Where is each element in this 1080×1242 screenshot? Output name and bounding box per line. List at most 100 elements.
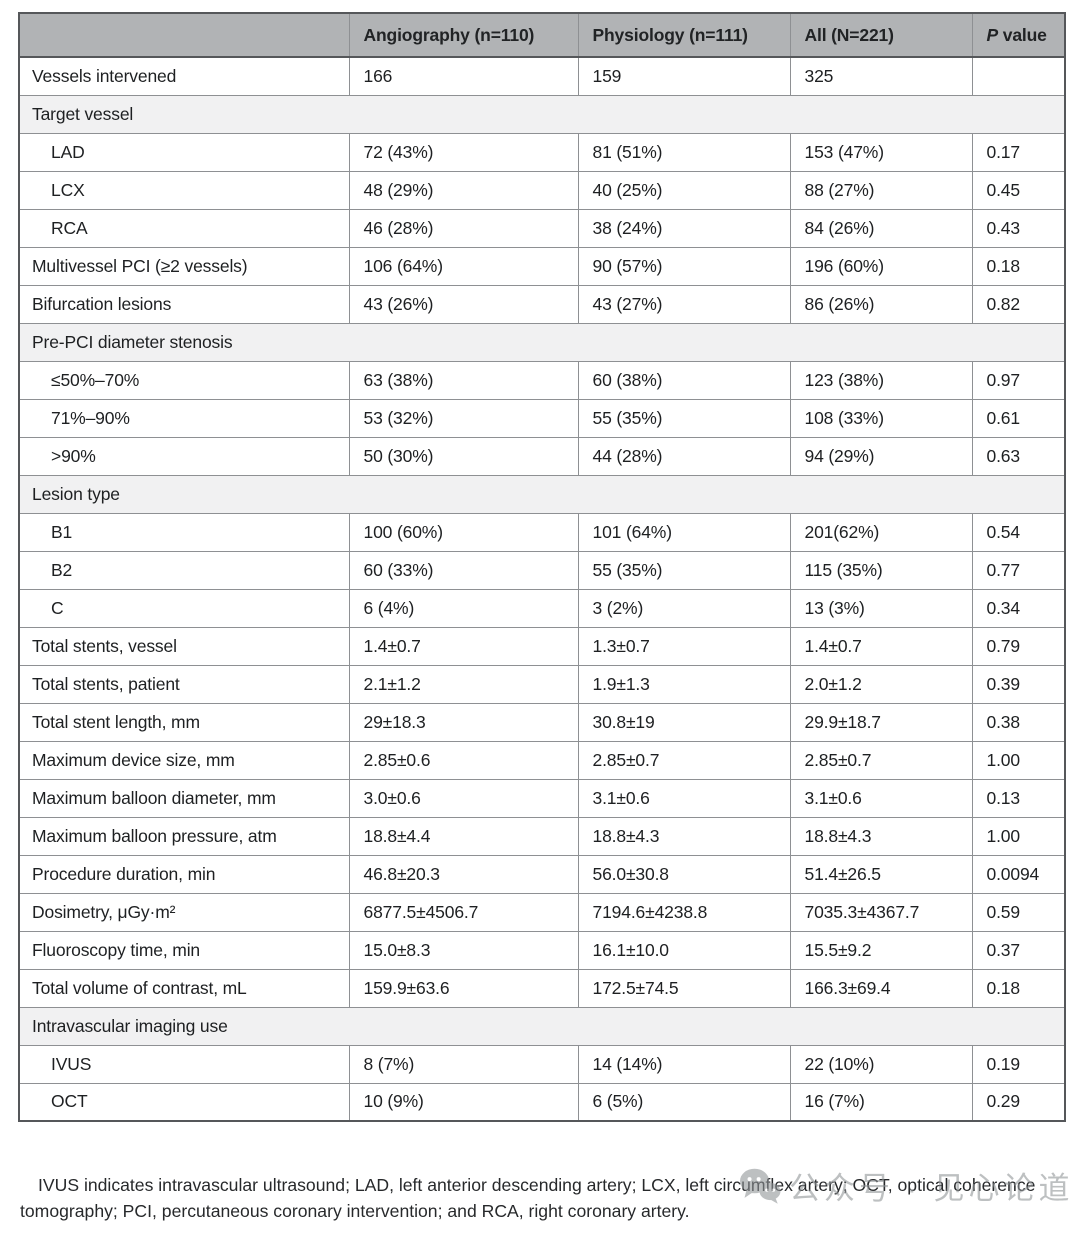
cell-value: 2.85±0.7 [789,740,973,780]
table-row: Fluoroscopy time, min 15.0±8.3 16.1±10.0 15… [18,930,1066,970]
cell-value: 29.9±18.7 [789,702,973,742]
cell-value: 18.8±4.4 [348,816,579,856]
cell-value: 46.8±20.3 [348,854,579,894]
row-label: RCA [18,208,350,248]
cell-value: 101 (64%) [577,512,791,552]
cell-value: 1.00 [971,740,1066,780]
cell-value: 13 (3%) [789,588,973,628]
cell-value: 0.18 [971,968,1066,1008]
table-row: Bifurcation lesions 43 (26%) 43 (27%) 86 (2… [18,284,1066,324]
table-row: Vessels intervened 166 159 325 [18,56,1066,96]
cell-value: 1.3±0.7 [577,626,791,666]
row-label: ≤50%–70% [18,360,350,400]
cell-value: 81 (51%) [577,132,791,172]
cell-value: 100 (60%) [348,512,579,552]
section-header: Lesion type [18,474,1066,514]
table-row: Maximum balloon pressure, atm 18.8±4.4 18.… [18,816,1066,856]
table-row: Maximum device size, mm 2.85±0.6 2.85±0.7 2… [18,740,1066,780]
cell-value: 1.00 [971,816,1066,856]
cell-value: 0.17 [971,132,1066,172]
row-label: Total stents, vessel [18,626,350,666]
cell-value: 55 (35%) [577,550,791,590]
cell-value: 0.39 [971,664,1066,704]
cell-value: 7194.6±4238.8 [577,892,791,932]
row-label: Bifurcation lesions [18,284,350,324]
cell-value: 6877.5±4506.7 [348,892,579,932]
cell-value: 50 (30%) [348,436,579,476]
cell-value: 2.0±1.2 [789,664,973,704]
table-row: LCX 48 (29%) 40 (25%) 88 (27%) 0.45 [18,170,1066,210]
cell-value: 0.19 [971,1044,1066,1084]
row-label: B2 [18,550,350,590]
table-row: Total volume of contrast, mL 159.9±63.6 17… [18,968,1066,1008]
cell-value: 2.85±0.7 [577,740,791,780]
cell-value: 2.85±0.6 [348,740,579,780]
cell-value: 18.8±4.3 [789,816,973,856]
row-label: Multivessel PCI (≥2 vessels) [18,246,350,286]
cell-value: 166 [348,56,579,96]
cell-value: 0.13 [971,778,1066,818]
row-label: 71%–90% [18,398,350,438]
cell-value: 159 [577,56,791,96]
cell-value: 86 (26%) [789,284,973,324]
cell-value: 8 (7%) [348,1044,579,1084]
cell-value: 325 [789,56,973,96]
table-row: Total stent length, mm 29±18.3 30.8±19 29.9… [18,702,1066,742]
section-row: Lesion type [18,474,1066,514]
cell-value: 153 (47%) [789,132,973,172]
row-label: Maximum balloon pressure, atm [18,816,350,856]
cell-value: 0.77 [971,550,1066,590]
column-header: All (N=221) [789,12,973,58]
cell-value: 43 (27%) [577,284,791,324]
cell-value: 0.54 [971,512,1066,552]
cell-value: 88 (27%) [789,170,973,210]
cell-value: 0.43 [971,208,1066,248]
cell-value: 6 (5%) [577,1082,791,1122]
cell-value: 0.37 [971,930,1066,970]
table-row: >90% 50 (30%) 44 (28%) 94 (29%) 0.63 [18,436,1066,476]
table-row: 71%–90% 53 (32%) 55 (35%) 108 (33%) 0.61 [18,398,1066,438]
column-header: Angiography (n=110) [348,12,579,58]
cell-value: 46 (28%) [348,208,579,248]
row-label: OCT [18,1082,350,1122]
cell-value: 38 (24%) [577,208,791,248]
row-label: B1 [18,512,350,552]
column-header: Physiology (n=111) [577,12,791,58]
section-header: Intravascular imaging use [18,1006,1066,1046]
cell-value: 2.1±1.2 [348,664,579,704]
cell-value: 53 (32%) [348,398,579,438]
cell-value: 123 (38%) [789,360,973,400]
cell-value: 16.1±10.0 [577,930,791,970]
row-label: Fluoroscopy time, min [18,930,350,970]
cell-value: 1.4±0.7 [348,626,579,666]
cell-value: 94 (29%) [789,436,973,476]
cell-value: 14 (14%) [577,1044,791,1084]
cell-value: 0.61 [971,398,1066,438]
cell-value: 0.34 [971,588,1066,628]
cell-value: 115 (35%) [789,550,973,590]
section-header: Target vessel [18,94,1066,134]
baseline-characteristics-table: Angiography (n=110) Physiology (n=111) All… [18,12,1066,1122]
cell-value: 51.4±26.5 [789,854,973,894]
cell-value: 10 (9%) [348,1082,579,1122]
cell-value: 43 (26%) [348,284,579,324]
cell-value: 108 (33%) [789,398,973,438]
cell-value: 60 (38%) [577,360,791,400]
column-header: P value [971,12,1066,58]
table-row: LAD 72 (43%) 81 (51%) 153 (47%) 0.17 [18,132,1066,172]
cell-value: 15.5±9.2 [789,930,973,970]
cell-value: 0.18 [971,246,1066,286]
cell-value: 3.1±0.6 [789,778,973,818]
row-label: IVUS [18,1044,350,1084]
table-row: IVUS 8 (7%) 14 (14%) 22 (10%) 0.19 [18,1044,1066,1084]
cell-value: 44 (28%) [577,436,791,476]
corner-cell [18,12,350,58]
cell-value: 0.0094 [971,854,1066,894]
table-row: Multivessel PCI (≥2 vessels) 106 (64%) 90 … [18,246,1066,286]
row-label: Procedure duration, min [18,854,350,894]
table-row: Total stents, patient 2.1±1.2 1.9±1.3 2.0±1… [18,664,1066,704]
cell-value: 72 (43%) [348,132,579,172]
header-row: Angiography (n=110) Physiology (n=111) All… [18,12,1066,58]
cell-value: 63 (38%) [348,360,579,400]
